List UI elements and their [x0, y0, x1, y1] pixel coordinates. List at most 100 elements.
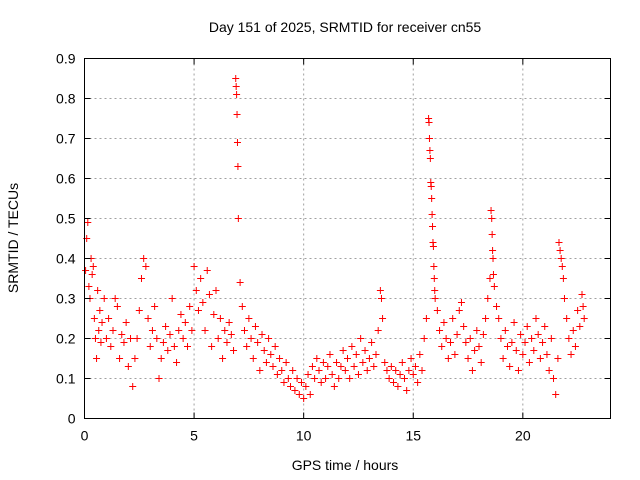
data-point [488, 215, 496, 222]
y-tick-label: 0.2 [56, 331, 76, 347]
data-point [317, 379, 325, 386]
data-point [400, 375, 408, 382]
data-point [280, 379, 288, 386]
data-point [365, 355, 373, 362]
data-point [354, 371, 362, 378]
data-point [181, 319, 189, 326]
data-point [477, 359, 485, 366]
data-point [377, 295, 385, 302]
data-point [233, 111, 241, 118]
data-point [543, 351, 551, 358]
data-point [523, 323, 531, 330]
data-point [427, 183, 435, 190]
data-point [122, 319, 130, 326]
data-point [135, 307, 143, 314]
data-point [262, 359, 270, 366]
data-point [273, 371, 281, 378]
data-point [578, 291, 586, 298]
data-point [409, 371, 417, 378]
data-point [91, 335, 99, 342]
data-point [328, 371, 336, 378]
data-point [140, 255, 148, 262]
data-point [532, 315, 540, 322]
data-point [311, 375, 319, 382]
data-point [129, 383, 137, 390]
data-point [245, 315, 253, 322]
data-point [376, 287, 384, 294]
data-point [569, 327, 577, 334]
data-point [422, 315, 430, 322]
data-point [322, 375, 330, 382]
data-point [430, 263, 438, 270]
data-point [170, 343, 178, 350]
data-point [344, 355, 351, 362]
data-point [556, 247, 564, 254]
data-point [230, 347, 238, 354]
data-point [164, 347, 172, 354]
data-point [287, 383, 295, 390]
data-point [468, 367, 476, 374]
data-point [521, 339, 529, 346]
data-point [560, 295, 568, 302]
axes: 0 0.1 0.2 0.3 0.4 0.5 0.6 0.7 0.8 0.9 0 5 10 15 20 [56, 51, 611, 444]
data-point [411, 363, 419, 370]
data-point [210, 311, 218, 318]
data-point [214, 335, 222, 342]
data-point [159, 339, 167, 346]
data-point [100, 295, 108, 302]
data-point [426, 155, 434, 162]
data-point [335, 375, 343, 382]
data-point [173, 359, 181, 366]
data-point [330, 383, 338, 390]
data-point [431, 295, 439, 302]
data-point [398, 359, 406, 366]
data-point [232, 83, 240, 90]
data-point [559, 275, 567, 282]
data-point [306, 391, 314, 398]
data-point [151, 303, 159, 310]
data-point [482, 315, 490, 322]
data-point [387, 363, 395, 370]
data-point [90, 315, 98, 322]
data-points [82, 75, 588, 402]
data-point [528, 335, 536, 342]
data-point [359, 359, 367, 366]
data-point [282, 359, 290, 366]
data-point [506, 363, 514, 370]
x-tick-label: 20 [515, 428, 531, 444]
data-point [341, 367, 349, 374]
data-point [97, 339, 105, 346]
plot-frame [84, 58, 611, 419]
x-tick-label: 0 [81, 428, 89, 444]
data-point [550, 375, 558, 382]
data-point [348, 343, 356, 350]
data-point [567, 351, 575, 358]
data-point [105, 315, 113, 322]
data-point [425, 119, 433, 126]
data-point [315, 367, 323, 374]
data-point [295, 391, 303, 398]
data-point [131, 355, 139, 362]
data-point [216, 315, 224, 322]
data-point [449, 315, 457, 322]
data-point [479, 331, 487, 338]
data-point [233, 139, 241, 146]
data-point [243, 343, 251, 350]
data-point [512, 347, 520, 354]
data-point [508, 339, 516, 346]
data-point [426, 147, 434, 154]
data-point [85, 283, 93, 290]
data-point [234, 163, 242, 170]
data-point [436, 327, 444, 334]
data-point [414, 379, 422, 386]
data-point [339, 347, 347, 354]
data-point [503, 343, 511, 350]
data-point [428, 195, 436, 202]
data-point [425, 135, 433, 142]
data-point [127, 335, 135, 342]
data-point [240, 327, 248, 334]
x-tick-label: 15 [405, 428, 421, 444]
data-point [429, 223, 437, 230]
data-point [464, 355, 472, 362]
data-point [530, 347, 538, 354]
